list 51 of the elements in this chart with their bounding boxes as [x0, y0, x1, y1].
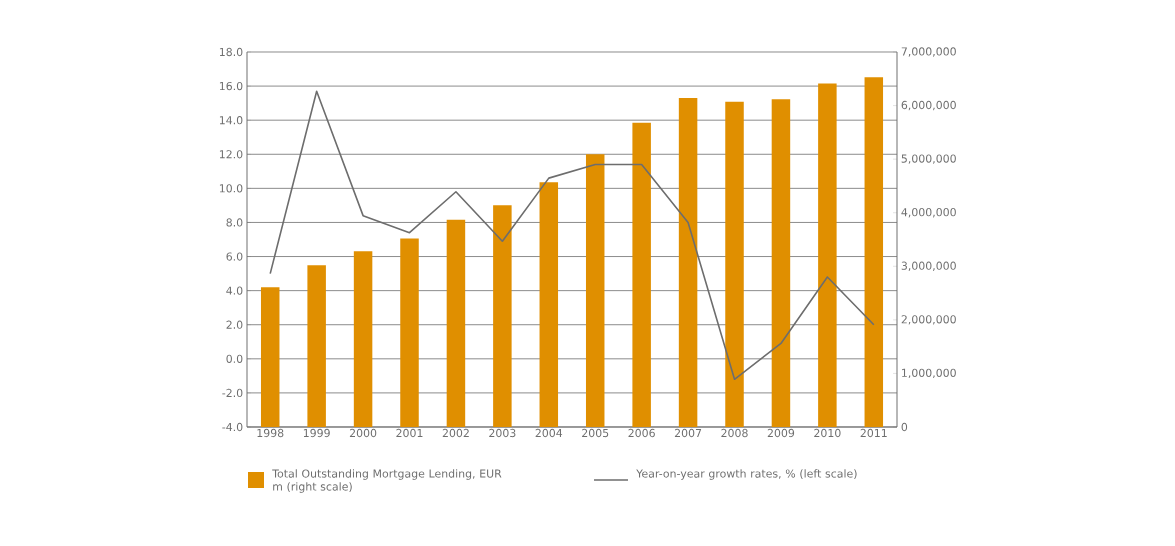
- y2-tick-label: 5,000,000: [901, 154, 956, 164]
- y-tick-label: 16.0: [219, 81, 243, 91]
- bar: [585, 154, 605, 427]
- y-tick-label: 12.0: [219, 150, 243, 159]
- bar: [632, 122, 651, 427]
- x-tick-label: 2005: [582, 428, 609, 438]
- y-tick-label: 14.0: [219, 116, 243, 125]
- bar: [260, 287, 280, 427]
- bar: [400, 238, 419, 427]
- y-tick-label: 0.0: [226, 354, 243, 363]
- bar: [539, 182, 559, 427]
- x-tick-label: 2003: [489, 428, 516, 438]
- y-tick-label: 4.0: [226, 286, 243, 295]
- line-series: [269, 90, 875, 381]
- y2-tick-label: 1,000,000: [902, 368, 956, 379]
- x-tick-label: 2011: [860, 428, 887, 438]
- x-tick-label: 1999: [303, 428, 330, 438]
- y-tick-label: 18.0: [219, 47, 243, 57]
- bar: [678, 98, 698, 427]
- y2-tick-label: 0: [901, 422, 908, 432]
- y-tick-label: 8.0: [226, 218, 243, 227]
- x-tick-label: 2004: [535, 428, 563, 438]
- y-tick-label: 10.0: [219, 184, 243, 193]
- y2-tick-label: 4,000,000: [901, 208, 956, 218]
- y2-tick-label: 3,000,000: [901, 261, 956, 271]
- x-tick-label: 2001: [396, 428, 423, 438]
- x-tick-label: 2009: [767, 428, 795, 438]
- y-tick-label: -4.0: [222, 422, 243, 432]
- y2-tick-label: 7,000,000: [901, 47, 956, 57]
- x-tick-label: 1998: [257, 428, 284, 438]
- bar: [725, 101, 744, 427]
- bar: [771, 99, 791, 427]
- y-tick-label: -2.0: [222, 388, 243, 398]
- x-tick-label: 2000: [349, 428, 377, 438]
- bar: [307, 265, 326, 427]
- bar: [446, 219, 466, 427]
- y2-tick-label: 2,000,000: [901, 315, 956, 325]
- legend-label: Total Outstanding Mortgage Lending, EUR m (right scale): [272, 469, 502, 493]
- bar: [353, 251, 373, 427]
- legend-label: Year-on-year growth rates, % (left scale): [636, 469, 857, 480]
- bar: [864, 77, 884, 427]
- x-tick-label: 2008: [721, 428, 748, 438]
- bar: [818, 83, 837, 427]
- x-tick-label: 2007: [674, 428, 702, 438]
- y2-tick-label: 6,000,000: [901, 100, 956, 111]
- y-tick-label: 2.0: [226, 320, 243, 329]
- x-tick-label: 2010: [814, 428, 841, 438]
- x-tick-label: 2002: [442, 428, 469, 438]
- bar: [493, 205, 512, 427]
- y-tick-label: 6.0: [226, 252, 243, 261]
- x-tick-label: 2006: [628, 428, 655, 438]
